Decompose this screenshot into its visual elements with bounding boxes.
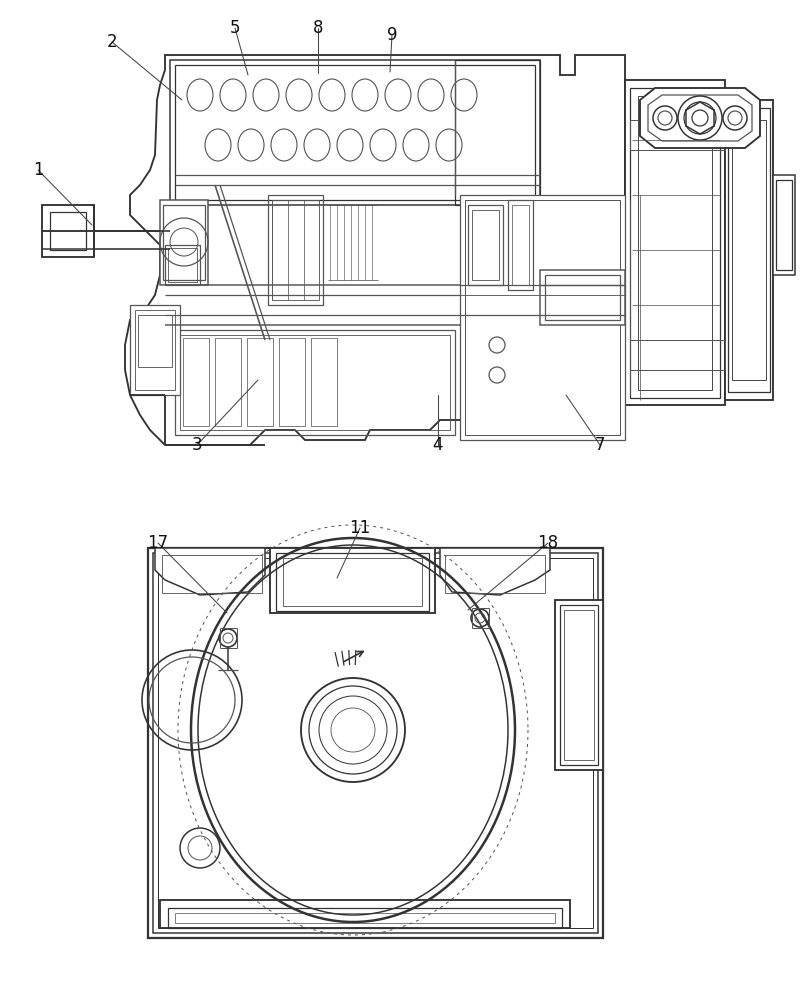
Bar bbox=[138, 315, 172, 367]
Bar bbox=[460, 195, 624, 440]
Bar bbox=[554, 600, 603, 770]
Bar bbox=[182, 338, 208, 426]
Bar bbox=[180, 335, 449, 430]
Bar bbox=[163, 205, 204, 280]
Bar bbox=[175, 65, 534, 200]
Bar bbox=[624, 80, 724, 405]
Polygon shape bbox=[155, 548, 264, 595]
Bar bbox=[160, 900, 569, 928]
Bar bbox=[772, 175, 794, 275]
Text: 3: 3 bbox=[191, 436, 202, 454]
Polygon shape bbox=[125, 55, 624, 445]
Bar bbox=[169, 60, 539, 205]
Text: 4: 4 bbox=[432, 436, 443, 454]
Bar bbox=[175, 913, 554, 923]
Bar bbox=[311, 338, 337, 426]
Bar bbox=[637, 96, 711, 390]
Text: 5: 5 bbox=[230, 19, 240, 37]
Bar bbox=[175, 330, 454, 435]
Text: 7: 7 bbox=[594, 436, 604, 454]
Bar bbox=[130, 305, 180, 395]
Bar bbox=[465, 200, 620, 435]
Bar bbox=[727, 108, 769, 392]
Bar bbox=[775, 180, 791, 270]
Bar bbox=[50, 212, 86, 250]
Bar bbox=[160, 200, 208, 285]
Bar bbox=[629, 340, 724, 370]
Bar bbox=[724, 100, 772, 400]
Text: 1: 1 bbox=[32, 161, 43, 179]
Bar bbox=[270, 548, 435, 613]
Text: 17: 17 bbox=[148, 534, 169, 552]
Bar bbox=[283, 558, 422, 606]
Bar bbox=[629, 88, 719, 398]
Bar bbox=[539, 270, 624, 325]
Bar bbox=[168, 248, 197, 282]
Bar bbox=[508, 200, 532, 290]
Bar bbox=[158, 558, 592, 928]
Text: 2: 2 bbox=[106, 33, 117, 51]
Bar bbox=[276, 553, 428, 611]
Bar bbox=[731, 120, 765, 380]
Bar bbox=[165, 245, 200, 285]
Bar bbox=[268, 195, 323, 305]
Bar bbox=[454, 60, 539, 205]
Bar bbox=[168, 908, 561, 928]
Text: 9: 9 bbox=[386, 26, 397, 44]
Text: 18: 18 bbox=[537, 534, 558, 552]
Bar bbox=[148, 548, 603, 938]
Bar bbox=[444, 555, 544, 593]
Bar bbox=[215, 338, 241, 426]
Bar bbox=[279, 338, 305, 426]
Bar bbox=[42, 205, 94, 257]
Bar bbox=[564, 610, 594, 760]
Bar bbox=[629, 120, 724, 150]
Text: 8: 8 bbox=[312, 19, 323, 37]
Bar bbox=[152, 553, 597, 933]
Bar bbox=[135, 310, 175, 390]
Bar bbox=[467, 205, 502, 285]
Bar bbox=[272, 200, 319, 300]
Polygon shape bbox=[639, 88, 759, 148]
Bar bbox=[471, 210, 499, 280]
Bar bbox=[162, 555, 262, 593]
Bar bbox=[512, 205, 528, 285]
Bar bbox=[544, 275, 620, 320]
Text: 11: 11 bbox=[349, 519, 370, 537]
Bar bbox=[560, 605, 597, 765]
Bar bbox=[247, 338, 272, 426]
Polygon shape bbox=[440, 548, 549, 595]
